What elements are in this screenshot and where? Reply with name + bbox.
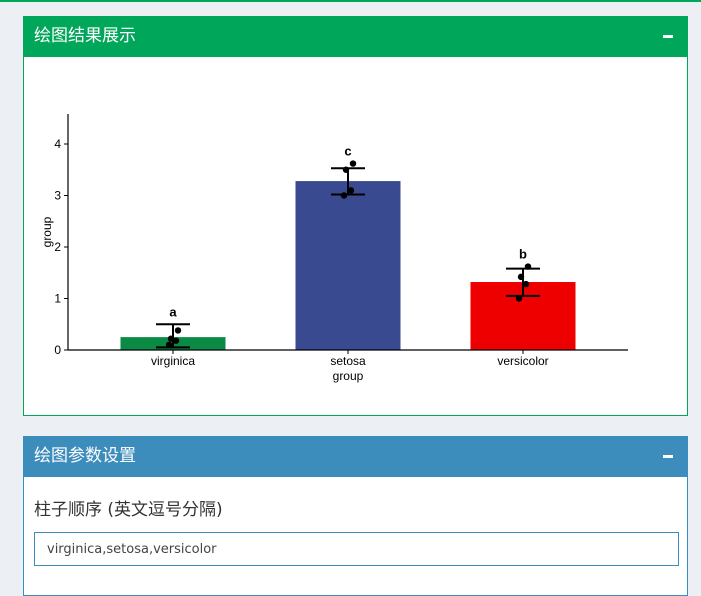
collapse-icon[interactable] (663, 455, 673, 458)
significance-letter-versicolor: b (519, 247, 527, 262)
x-axis-title: group (333, 369, 364, 383)
plot-settings-panel-header: 绘图参数设置 (24, 437, 687, 477)
bar-order-label: 柱子顺序 (英文逗号分隔) (34, 500, 223, 520)
data-point-virginica (167, 335, 175, 342)
data-point-versicolor (517, 273, 525, 281)
x-tick-label: versicolor (497, 354, 548, 368)
data-point-virginica (172, 337, 180, 344)
data-point-setosa (342, 166, 350, 173)
bar-setosa (295, 181, 401, 350)
y-tick-label: 1 (54, 292, 61, 306)
plot-settings-panel-title: 绘图参数设置 (34, 446, 136, 466)
x-tick-label: virginica (151, 354, 195, 368)
data-point-versicolor (515, 295, 523, 302)
y-tick-label: 3 (54, 189, 61, 203)
data-point-versicolor (524, 263, 532, 270)
bar-chart: 0 1 2 3 4 group a virginica c setosa b versicolor gr… (40, 114, 628, 383)
plot-result-panel-title: 绘图结果展示 (34, 26, 136, 46)
significance-letter-virginica: a (169, 304, 177, 319)
data-point-setosa (347, 187, 355, 194)
plot-result-panel-header: 绘图结果展示 (24, 17, 687, 57)
plot-result-panel: 绘图结果展示 0 1 2 3 4 group a virginica c setosa b versi… (23, 16, 688, 416)
significance-letter-setosa: c (344, 144, 351, 159)
y-tick-label: 2 (54, 240, 61, 254)
x-tick-label: setosa (330, 354, 366, 368)
data-point-versicolor (522, 280, 530, 288)
data-point-virginica (165, 341, 173, 349)
data-point-virginica (174, 327, 182, 334)
y-axis-title: group (40, 216, 54, 247)
collapse-icon[interactable] (663, 35, 673, 38)
data-point-setosa (340, 192, 348, 199)
y-tick-label: 0 (54, 343, 61, 357)
bar-order-input[interactable] (34, 532, 679, 566)
top-accent-line (0, 0, 701, 2)
plot-settings-panel: 绘图参数设置 柱子顺序 (英文逗号分隔) (23, 436, 688, 596)
y-tick-label: 4 (54, 137, 61, 151)
data-point-setosa (349, 160, 357, 167)
